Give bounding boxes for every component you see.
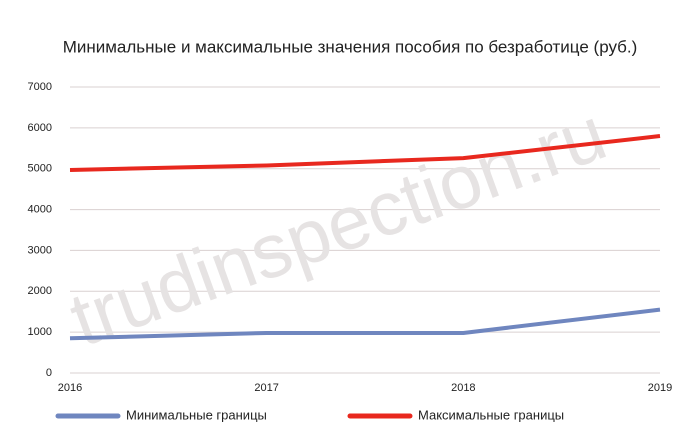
y-tick-label: 0 — [46, 367, 52, 379]
data-line — [69, 134, 661, 172]
chart-title: Минимальные и максимальные значения посо… — [63, 37, 638, 56]
data-line — [69, 307, 661, 341]
y-tick-label: 2000 — [28, 285, 52, 297]
y-tick-label: 6000 — [28, 122, 52, 134]
x-tick-label: 2016 — [58, 382, 82, 394]
y-tick-label: 5000 — [28, 163, 52, 175]
y-tick-label: 4000 — [28, 203, 52, 215]
legend-label: Максимальные границы — [418, 407, 564, 422]
y-tick-label: 3000 — [28, 244, 52, 256]
watermark: trudinspection.ru — [60, 91, 617, 363]
y-tick-label: 7000 — [28, 81, 52, 93]
x-tick-label: 2018 — [451, 382, 475, 394]
y-tick-label: 1000 — [28, 326, 52, 338]
legend-label: Минимальные границы — [126, 407, 267, 422]
x-tick-label: 2017 — [254, 382, 278, 394]
x-tick-label: 2019 — [648, 382, 672, 394]
